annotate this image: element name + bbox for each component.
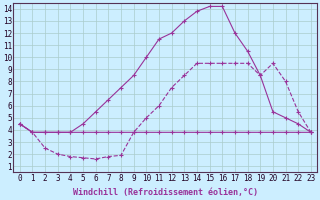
X-axis label: Windchill (Refroidissement éolien,°C): Windchill (Refroidissement éolien,°C) (73, 188, 258, 197)
